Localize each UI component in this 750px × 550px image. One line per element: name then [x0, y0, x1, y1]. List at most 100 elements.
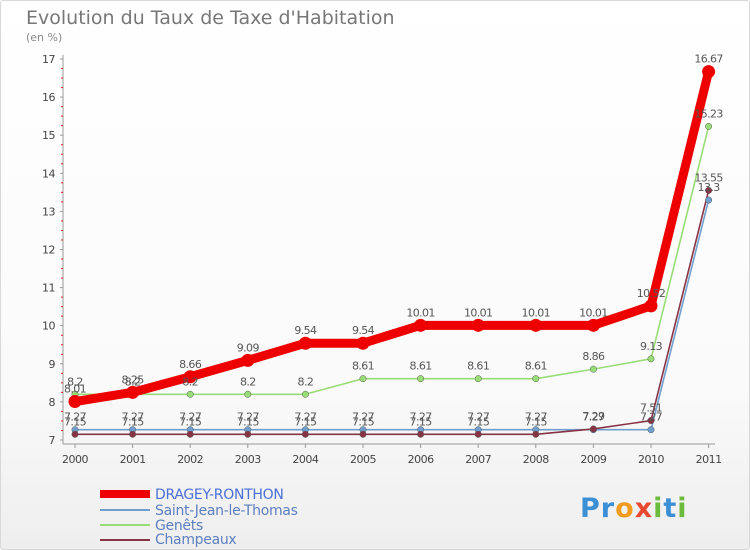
data-label-genets: 8.61 [525, 360, 547, 373]
data-point-genets [186, 390, 194, 398]
series-lines [70, 67, 714, 436]
data-label-dragey-ronthon: 16.67 [694, 53, 723, 66]
data-label-champeaux: 7.15 [179, 415, 202, 428]
data-label-dragey-ronthon: 8.66 [179, 358, 202, 371]
data-point-champeaux [186, 430, 194, 438]
x-tick-label: 2004 [292, 453, 318, 466]
y-tick-label: 11 [42, 282, 55, 295]
data-point-champeaux [244, 430, 252, 438]
chart-subtitle: (en %) [26, 31, 62, 44]
data-label-saint-jean-le-thomas: 7.27 [467, 411, 490, 424]
axes: 7 8 9 10 11 12 13 14 15 16 17 2000 2001 2002 2003 2004 2… [42, 53, 722, 466]
data-point-champeaux [474, 430, 482, 438]
data-point-genets [474, 375, 482, 383]
data-label-genets: 8.2 [67, 375, 83, 388]
data-label-saint-jean-le-thomas: 7.27 [525, 411, 548, 424]
legend-label-dragey-ronthon: DRAGEY-RONTHON [155, 487, 284, 503]
data-point-dragey-ronthon [241, 353, 255, 367]
data-point-dragey-ronthon [298, 336, 312, 350]
data-point-dragey-ronthon [126, 385, 140, 399]
data-label-dragey-ronthon: 9.54 [352, 324, 375, 337]
data-point-dragey-ronthon [471, 318, 485, 332]
series-line-saint-jean-le-thomas [74, 199, 710, 431]
series-points [68, 65, 716, 438]
x-tick-label: 2007 [465, 453, 491, 466]
data-label-genets: 8.86 [582, 350, 605, 363]
x-tick-label: 2009 [580, 453, 606, 466]
y-tick-label: 14 [42, 167, 55, 180]
data-label-champeaux: 7.15 [467, 415, 490, 428]
data-label-champeaux: 7.15 [237, 415, 260, 428]
x-tick-label: 2003 [235, 453, 261, 466]
data-label-dragey-ronthon: 10.52 [637, 287, 666, 300]
data-point-genets [532, 375, 540, 383]
x-tick-label: 2008 [523, 453, 549, 466]
proxiti-logo: Proxiti [580, 493, 688, 524]
y-tick-label: 13 [42, 205, 55, 218]
x-tick-label: 2001 [120, 453, 146, 466]
y-tick-label: 7 [49, 434, 56, 447]
data-label-champeaux: 7.15 [294, 415, 317, 428]
data-label-saint-jean-le-thomas: 13.3 [698, 181, 721, 194]
y-tick-label: 10 [42, 320, 55, 333]
data-point-champeaux [417, 430, 425, 438]
data-point-genets [417, 375, 425, 383]
data-label-saint-jean-le-thomas: 7.27 [237, 411, 260, 424]
data-label-saint-jean-le-thomas: 7.27 [582, 411, 605, 424]
data-label-dragey-ronthon: 10.01 [406, 306, 435, 319]
data-label-dragey-ronthon: 8.01 [64, 383, 86, 396]
data-label-genets: 8.61 [467, 360, 489, 373]
data-point-dragey-ronthon [183, 370, 197, 384]
data-label-saint-jean-le-thomas: 7.27 [640, 411, 663, 424]
data-point-saint-jean-le-thomas [705, 196, 713, 204]
data-label-champeaux: 7.15 [64, 415, 87, 428]
data-label-dragey-ronthon: 9.09 [237, 341, 260, 354]
data-label-dragey-ronthon: 9.54 [294, 324, 317, 337]
data-point-dragey-ronthon [644, 299, 658, 313]
data-label-dragey-ronthon: 8.25 [122, 373, 145, 386]
data-point-genets [244, 390, 252, 398]
data-point-champeaux [301, 430, 309, 438]
data-point-champeaux [359, 430, 367, 438]
data-point-dragey-ronthon [356, 336, 370, 350]
legend-label-genets: Genêts [155, 518, 203, 534]
y-tick-label: 15 [42, 129, 55, 142]
data-point-genets [301, 390, 309, 398]
legend: DRAGEY-RONTHON Saint-Jean-le-Thomas Genê… [100, 487, 298, 548]
data-point-champeaux [532, 430, 540, 438]
data-label-genets: 8.2 [240, 375, 256, 388]
data-label-dragey-ronthon: 10.01 [464, 306, 493, 319]
y-tick-label: 9 [49, 358, 56, 371]
data-label-champeaux: 7.51 [640, 402, 662, 415]
data-label-saint-jean-le-thomas: 7.27 [179, 411, 202, 424]
series-line-dragey-ronthon [70, 67, 714, 407]
data-label-saint-jean-le-thomas: 7.27 [122, 411, 145, 424]
data-point-genets [359, 375, 367, 383]
data-point-champeaux [71, 430, 79, 438]
legend-label-saint-jean-le-thomas: Saint-Jean-le-Thomas [155, 503, 298, 519]
data-label-genets: 8.2 [182, 375, 198, 388]
data-label-saint-jean-le-thomas: 7.27 [410, 411, 433, 424]
data-label-dragey-ronthon: 10.01 [579, 306, 608, 319]
data-label-genets: 8.2 [298, 375, 314, 388]
y-tick-label: 12 [42, 244, 55, 257]
data-label-dragey-ronthon: 10.01 [522, 306, 551, 319]
data-label-champeaux: 7.15 [410, 415, 433, 428]
data-label-champeaux: 13.55 [694, 171, 723, 184]
data-label-champeaux: 7.29 [582, 410, 605, 423]
data-label-saint-jean-le-thomas: 7.27 [352, 411, 375, 424]
data-point-dragey-ronthon [68, 395, 82, 409]
data-label-genets: 8.2 [125, 375, 141, 388]
data-label-genets: 8.61 [410, 360, 432, 373]
data-label-champeaux: 7.15 [352, 415, 375, 428]
data-point-champeaux [705, 186, 713, 194]
x-tick-label: 2002 [177, 453, 203, 466]
series-line-genets [74, 125, 710, 396]
y-tick-label: 16 [42, 91, 55, 104]
x-tick-label: 2006 [408, 453, 434, 466]
x-tick-label: 2010 [638, 453, 664, 466]
data-point-dragey-ronthon [414, 318, 428, 332]
data-label-genets: 15.23 [694, 107, 723, 120]
